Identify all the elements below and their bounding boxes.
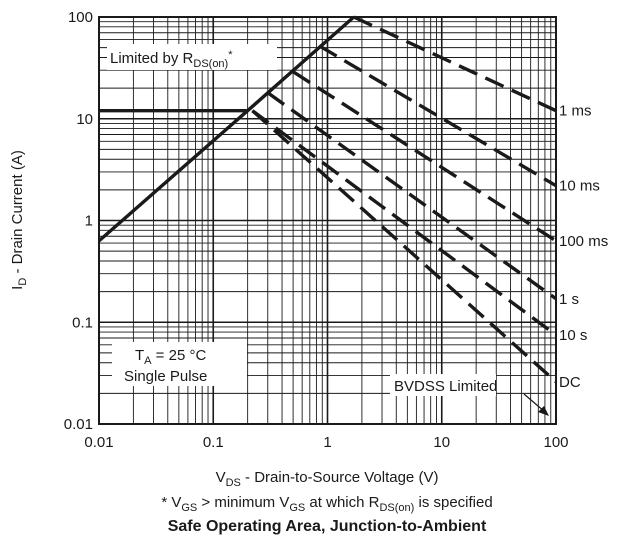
x-tick-label: 1 bbox=[323, 434, 331, 451]
rds-limit-label: Limited by RDS(on)* bbox=[110, 49, 233, 70]
x-tick-label: 100 bbox=[543, 434, 568, 451]
x-tick-label: 0.1 bbox=[203, 434, 224, 451]
series-labels: 1 ms 10 ms 100 ms 1 s 10 s DC bbox=[559, 103, 608, 391]
x-tick-labels: 0.01 0.1 1 10 100 bbox=[84, 434, 568, 451]
bvdss-label-bg bbox=[390, 374, 496, 396]
conditions-label-bg bbox=[112, 342, 247, 386]
x-tick-label: 10 bbox=[433, 434, 450, 451]
series-line-100-ms bbox=[292, 70, 557, 243]
x-axis-label: VDS - Drain-to-Source Voltage (V) bbox=[216, 469, 439, 489]
series-line-10-ms bbox=[318, 44, 557, 188]
series-label: 100 ms bbox=[559, 233, 608, 250]
y-axis-label: ID - Drain Current (A) bbox=[9, 150, 29, 290]
y-tick-label: 10 bbox=[76, 111, 93, 128]
series-label: 1 ms bbox=[559, 103, 592, 120]
plot-frame bbox=[98, 16, 557, 425]
footnote: * VGS > minimum VGS at which RDS(on) is … bbox=[161, 494, 492, 514]
y-tick-label: 100 bbox=[68, 9, 93, 26]
series-label: 10 ms bbox=[559, 178, 600, 195]
rds-limit-label-bg bbox=[107, 44, 277, 70]
single-pulse-label: Single Pulse bbox=[124, 368, 207, 385]
y-tick-labels: 0.01 0.1 1 10 100 bbox=[64, 9, 93, 433]
series-layer bbox=[97, 15, 558, 384]
chart-title: Safe Operating Area, Junction-to-Ambient bbox=[168, 518, 487, 535]
y-tick-label: 0.1 bbox=[72, 314, 93, 331]
bvdss-label: BVDSS Limited bbox=[394, 378, 497, 395]
x-tick-label: 0.01 bbox=[84, 434, 113, 451]
ta-label: TA = 25 °C bbox=[135, 347, 206, 367]
bvdss-arrow-head bbox=[538, 406, 549, 416]
series-label: 1 s bbox=[559, 291, 579, 308]
y-tick-label: 0.01 bbox=[64, 416, 93, 433]
series-label: 10 s bbox=[559, 327, 587, 344]
series-line-1-s bbox=[266, 91, 557, 301]
series-line-10-s bbox=[251, 109, 558, 337]
series-line-DC bbox=[251, 109, 558, 384]
series-label: DC bbox=[559, 374, 581, 391]
y-tick-label: 1 bbox=[85, 213, 93, 230]
series-line-1-ms bbox=[353, 15, 557, 113]
